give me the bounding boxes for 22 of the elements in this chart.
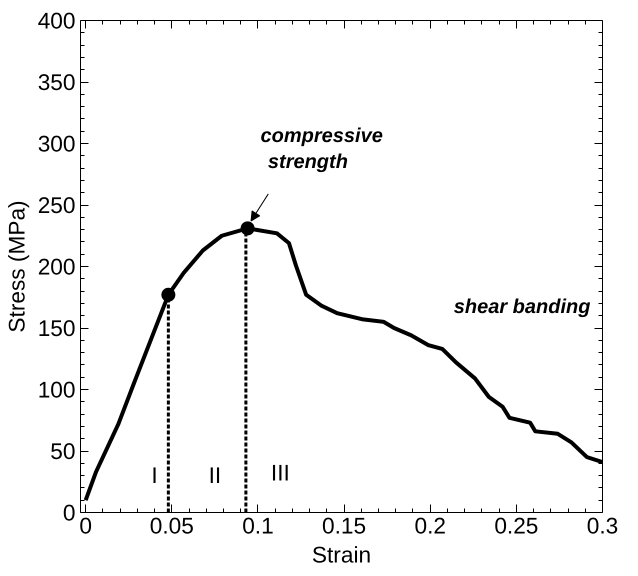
x-tick-label: 0.25 — [494, 512, 538, 538]
x-tick-label: 0.1 — [242, 512, 274, 538]
x-tick-label: 0.05 — [150, 512, 194, 538]
annotation: II — [208, 462, 222, 488]
y-tick-label: 50 — [50, 438, 76, 464]
x-tick-label: 0 — [79, 512, 92, 538]
y-tick-label: 150 — [38, 315, 76, 341]
y-tick-label: 200 — [38, 254, 76, 280]
y-tick-label: 300 — [38, 130, 76, 156]
y-tick-label: 250 — [38, 192, 76, 218]
y-tick-label: 100 — [38, 376, 76, 402]
annotation: III — [270, 459, 290, 486]
y-tick-label: 400 — [38, 8, 76, 34]
y-axis-title: Stress (MPa) — [4, 200, 30, 333]
annotation: I — [151, 462, 158, 488]
annotation: shear banding — [454, 296, 590, 318]
y-tick-label: 350 — [38, 69, 76, 95]
x-tick-label: 0.2 — [414, 512, 446, 538]
x-tick-label: 0.3 — [586, 512, 618, 538]
x-axis-title: Strain — [312, 542, 372, 568]
annotation: compressive strength — [260, 124, 383, 173]
x-tick-label: 0.15 — [322, 512, 366, 538]
